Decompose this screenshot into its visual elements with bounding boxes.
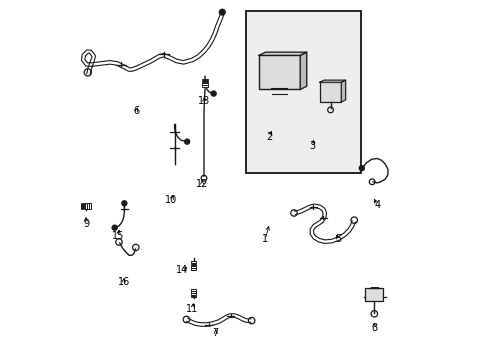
- Text: 10: 10: [165, 195, 177, 205]
- Bar: [190, 293, 196, 295]
- Text: 15: 15: [112, 231, 124, 240]
- Text: 13: 13: [198, 96, 210, 106]
- Bar: [190, 266, 196, 267]
- Bar: [259, 55, 300, 89]
- Text: 16: 16: [117, 277, 129, 287]
- Bar: [202, 78, 207, 80]
- Bar: [365, 288, 383, 301]
- Text: 3: 3: [309, 141, 315, 151]
- Bar: [202, 85, 207, 87]
- Bar: [190, 264, 196, 265]
- Bar: [89, 203, 91, 209]
- Text: 5: 5: [335, 234, 341, 244]
- Bar: [202, 83, 207, 85]
- Polygon shape: [259, 52, 306, 55]
- Circle shape: [219, 9, 224, 15]
- Bar: [190, 268, 196, 270]
- Bar: [87, 203, 89, 209]
- Text: 8: 8: [370, 323, 377, 333]
- Bar: [190, 261, 196, 263]
- Bar: [319, 82, 341, 102]
- Text: 14: 14: [176, 265, 188, 275]
- Circle shape: [211, 91, 216, 96]
- Text: 11: 11: [186, 304, 198, 314]
- Bar: [246, 12, 360, 173]
- Text: 6: 6: [133, 106, 139, 116]
- Text: 4: 4: [373, 200, 380, 210]
- Bar: [82, 203, 84, 209]
- Polygon shape: [300, 52, 306, 89]
- Text: 12: 12: [196, 179, 208, 189]
- Polygon shape: [341, 80, 345, 102]
- Bar: [81, 203, 82, 209]
- Bar: [85, 203, 86, 209]
- Bar: [190, 291, 196, 293]
- Bar: [190, 289, 196, 291]
- Circle shape: [112, 225, 117, 230]
- Circle shape: [184, 139, 189, 144]
- Circle shape: [359, 166, 364, 171]
- Text: 1: 1: [262, 234, 268, 244]
- Text: 2: 2: [266, 132, 272, 142]
- Text: 9: 9: [83, 219, 89, 229]
- Polygon shape: [319, 80, 345, 82]
- Circle shape: [122, 201, 126, 206]
- Bar: [202, 81, 207, 82]
- Text: 7: 7: [212, 328, 219, 338]
- Bar: [190, 296, 196, 297]
